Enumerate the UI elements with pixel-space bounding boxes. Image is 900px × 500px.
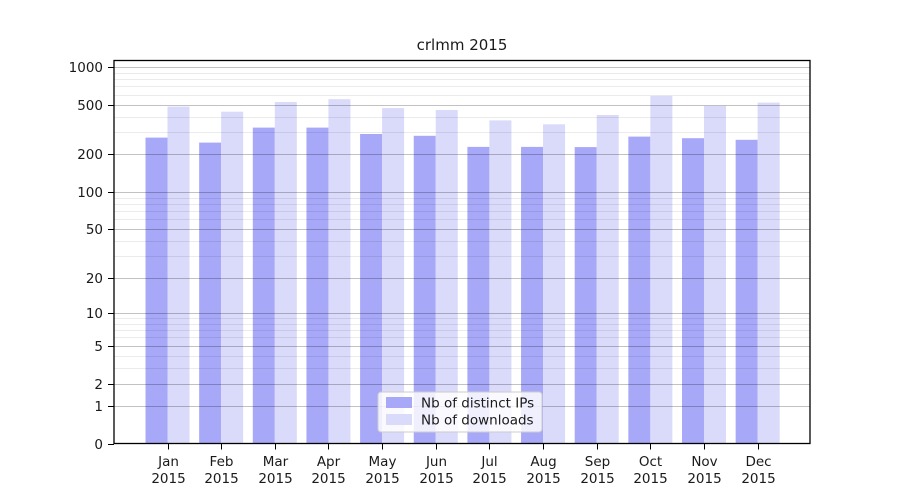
bar-series2-month10 — [650, 95, 673, 444]
x-tick-label-year: 2015 — [741, 471, 775, 487]
bar-series1-month8 — [521, 146, 544, 444]
bar-series1-month6 — [413, 135, 436, 444]
bar-series2-month5 — [382, 108, 405, 444]
bar-series1-month1 — [145, 137, 168, 444]
x-tick-label-month: Feb — [210, 454, 234, 470]
y-tick-label: 200 — [77, 147, 103, 163]
x-tick-label-year: 2015 — [311, 471, 345, 487]
bar-series2-month6 — [435, 110, 458, 444]
plot-frame — [113, 59, 811, 445]
legend-swatch — [386, 397, 412, 408]
legend-label: Nb of distinct IPs — [421, 396, 534, 412]
y-tick-label: 1 — [94, 399, 103, 415]
x-tick-label-year: 2015 — [204, 471, 238, 487]
bar-series2-month7 — [489, 120, 512, 444]
x-tick-label-month: Sep — [585, 454, 610, 470]
y-tick-label: 100 — [77, 185, 103, 201]
y-tick-label: 1000 — [69, 60, 103, 76]
legend-swatch — [386, 414, 412, 425]
x-tick-label-month: Aug — [530, 454, 556, 470]
x-tick-label-year: 2015 — [633, 471, 667, 487]
x-tick-label-month: Jan — [157, 454, 179, 470]
y-tick-label: 0 — [94, 437, 103, 453]
bar-series1-month12 — [735, 139, 758, 444]
plot-area: 01251020501002005001000Jan2015Feb2015Mar… — [69, 59, 811, 487]
y-tick-label: 2 — [94, 377, 103, 393]
x-tick-label-year: 2015 — [365, 471, 399, 487]
y-tick-label: 20 — [86, 271, 103, 287]
bar-series1-month9 — [574, 147, 597, 444]
x-tick-label-year: 2015 — [419, 471, 453, 487]
bar-series2-month3 — [274, 102, 297, 444]
bar-series1-month3 — [252, 127, 275, 444]
bar-series1-month4 — [306, 127, 329, 444]
x-tick-label-year: 2015 — [526, 471, 560, 487]
x-tick-label-month: Jun — [425, 454, 447, 470]
x-tick-label-month: Dec — [745, 454, 771, 470]
bar-series1-month11 — [682, 138, 704, 444]
bar-series2-month11 — [704, 105, 726, 444]
y-tick-label: 10 — [86, 306, 103, 322]
x-tick-label-month: Mar — [263, 454, 289, 470]
x-tick-label-month: Oct — [639, 454, 662, 470]
y-tick-label: 500 — [77, 98, 103, 114]
y-tick-label: 5 — [94, 339, 103, 355]
x-tick-label-year: 2015 — [580, 471, 614, 487]
x-tick-label-year: 2015 — [472, 471, 506, 487]
bar-series2-month1 — [167, 106, 190, 444]
x-tick-label-year: 2015 — [151, 471, 185, 487]
x-tick-label-month: Jul — [480, 454, 497, 470]
bar-series1-month2 — [199, 142, 222, 444]
bar-series1-month5 — [360, 134, 383, 444]
legend-label: Nb of downloads — [421, 413, 534, 429]
bar-series2-month2 — [221, 111, 244, 444]
bar-series2-month12 — [757, 102, 780, 444]
legend-box — [377, 391, 543, 433]
bar-series2-month4 — [328, 99, 351, 444]
bar-series1-month7 — [467, 146, 490, 444]
bar-series2-month8 — [543, 124, 566, 444]
x-tick-label-month: May — [369, 454, 397, 470]
x-tick-label-month: Apr — [317, 454, 341, 470]
chart-title: crlmm 2015 — [417, 36, 508, 54]
bar-series2-month9 — [596, 115, 619, 444]
x-tick-label-year: 2015 — [258, 471, 292, 487]
x-tick-label-year: 2015 — [687, 471, 721, 487]
y-tick-label: 50 — [86, 222, 103, 238]
bar-series1-month10 — [628, 136, 651, 444]
x-tick-label-month: Nov — [691, 454, 717, 470]
